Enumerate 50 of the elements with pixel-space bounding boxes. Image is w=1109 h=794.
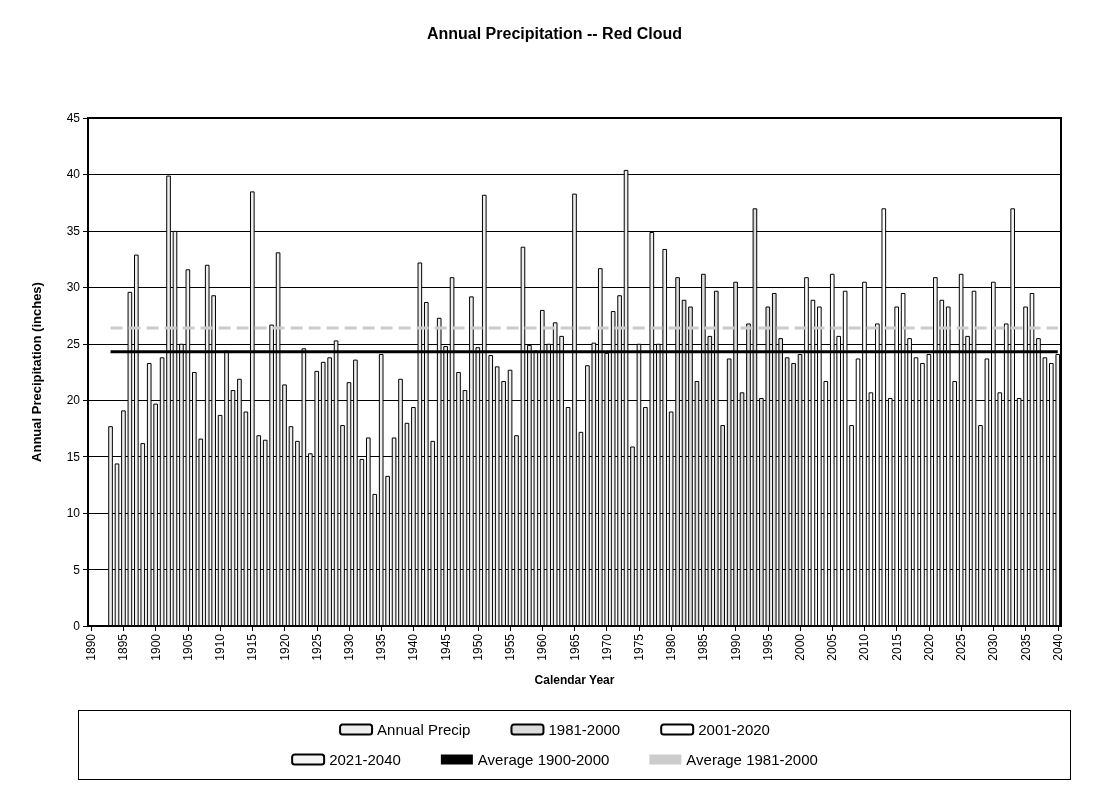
x-tick-label: 1950 [470, 633, 485, 661]
x-tick-label: 1925 [309, 633, 324, 661]
legend-label: Annual Precip [377, 721, 471, 738]
y-axis-title: Annual Precipitation (inches) [29, 282, 44, 462]
x-tick-label: 2015 [889, 633, 904, 661]
x-tick-label: 2025 [954, 633, 969, 661]
y-tick-label: 35 [66, 223, 81, 238]
x-tick-label: 2000 [793, 633, 808, 661]
y-tick-label: 30 [66, 280, 81, 295]
x-tick-label: 1965 [567, 633, 582, 661]
x-tick-label: 1890 [84, 633, 99, 661]
legend-label: 1981-2000 [548, 721, 621, 738]
x-tick-label: 1905 [180, 633, 195, 661]
legend-label: 2021-2040 [329, 751, 401, 768]
x-tick-label: 1900 [148, 633, 163, 661]
x-tick-label: 2040 [1050, 633, 1065, 661]
x-tick-label: 1995 [760, 633, 775, 661]
legend-label: Average 1981-2000 [686, 751, 818, 768]
legend-label: 2001-2020 [698, 721, 770, 738]
x-tick-label: 2030 [986, 633, 1001, 661]
x-tick-label: 1980 [664, 633, 679, 661]
x-tick-label: 1920 [277, 633, 292, 661]
x-tick-label: 1985 [696, 633, 711, 661]
x-tick-label: 2020 [921, 633, 936, 661]
x-tick-label: 1970 [599, 633, 614, 661]
y-tick-label: 10 [66, 506, 81, 521]
y-tick-label: 25 [66, 336, 81, 351]
x-tick-label: 1990 [728, 633, 743, 661]
x-tick-label: 1955 [503, 633, 518, 661]
y-tick-label: 20 [66, 393, 81, 408]
y-tick-label: 40 [66, 167, 81, 182]
x-tick-label: 1910 [213, 633, 228, 661]
x-axis-title: Calendar Year [534, 673, 615, 687]
x-tick-label: 1960 [535, 633, 550, 661]
y-tick-label: 0 [73, 619, 81, 633]
x-tick-label: 1935 [374, 633, 389, 661]
y-tick-label: 5 [73, 562, 81, 577]
chart-title: Annual Precipitation -- Red Cloud [426, 24, 683, 42]
x-tick-label: 2005 [825, 633, 840, 661]
y-tick-label: 15 [66, 449, 81, 464]
x-tick-label: 1930 [341, 633, 356, 661]
x-tick-label: 1915 [245, 633, 260, 661]
legend-label: Average 1900-2000 [477, 751, 610, 768]
y-tick-label: 45 [66, 111, 81, 125]
x-tick-label: 1945 [438, 633, 453, 661]
x-tick-label: 2010 [857, 633, 872, 661]
x-tick-label: 2035 [1018, 633, 1033, 661]
x-tick-label: 1895 [116, 633, 131, 661]
x-tick-label: 1940 [406, 633, 421, 661]
x-tick-label: 1975 [631, 633, 646, 661]
